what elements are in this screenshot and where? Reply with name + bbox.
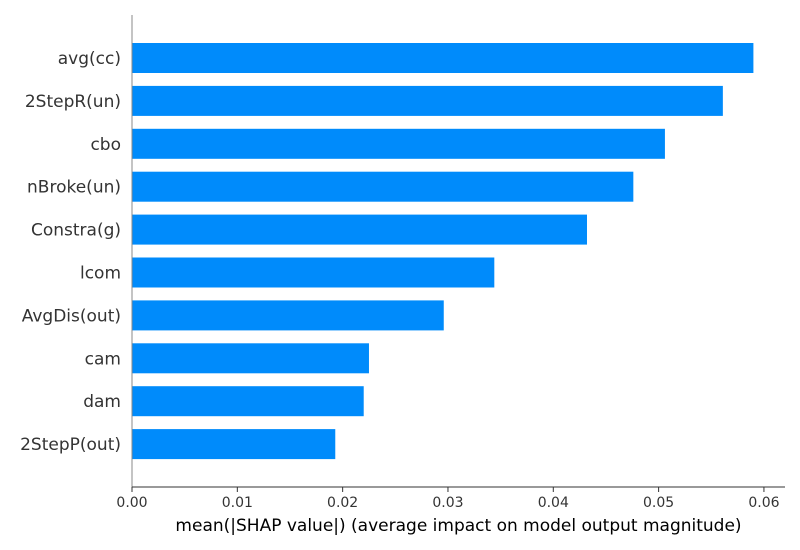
x-tick-label-4: 0.04 (538, 495, 569, 511)
bar-9 (132, 429, 336, 460)
category-label-0: avg(cc) (58, 49, 121, 69)
category-label-1: 2StepR(un) (25, 92, 121, 112)
x-ticks-group: 0.00 0.01 0.02 0.03 0.04 0.05 0.06 (116, 487, 780, 511)
bars-group (132, 43, 754, 460)
category-label-8: dam (83, 392, 121, 412)
bar-0 (132, 43, 754, 73)
x-tick-label-0: 0.00 (116, 495, 147, 511)
x-tick-label-2: 0.02 (327, 495, 358, 511)
category-label-5: lcom (80, 264, 121, 284)
category-label-6: AvgDis(out) (22, 306, 121, 326)
bar-6 (132, 300, 444, 331)
category-label-3: nBroke(un) (27, 178, 121, 198)
bar-4 (132, 214, 587, 245)
category-label-7: cam (85, 349, 121, 369)
bar-3 (132, 171, 634, 202)
bar-7 (132, 343, 369, 374)
category-label-4: Constra(g) (31, 221, 121, 241)
category-label-9: 2StepP(out) (20, 435, 121, 455)
bar-2 (132, 128, 665, 159)
bar-5 (132, 257, 495, 288)
bar-1 (132, 85, 723, 116)
category-label-2: cbo (90, 135, 121, 155)
x-tick-label-6: 0.06 (748, 495, 779, 511)
category-labels-group: avg(cc) 2StepR(un) cbo nBroke(un) Constra(g)… (20, 49, 121, 455)
x-tick-label-5: 0.05 (643, 495, 674, 511)
bar-8 (132, 386, 364, 417)
x-axis-title: mean(|SHAP value|) (average impact on mo… (175, 516, 741, 536)
x-tick-label-3: 0.03 (432, 495, 463, 511)
x-tick-label-1: 0.01 (222, 495, 253, 511)
